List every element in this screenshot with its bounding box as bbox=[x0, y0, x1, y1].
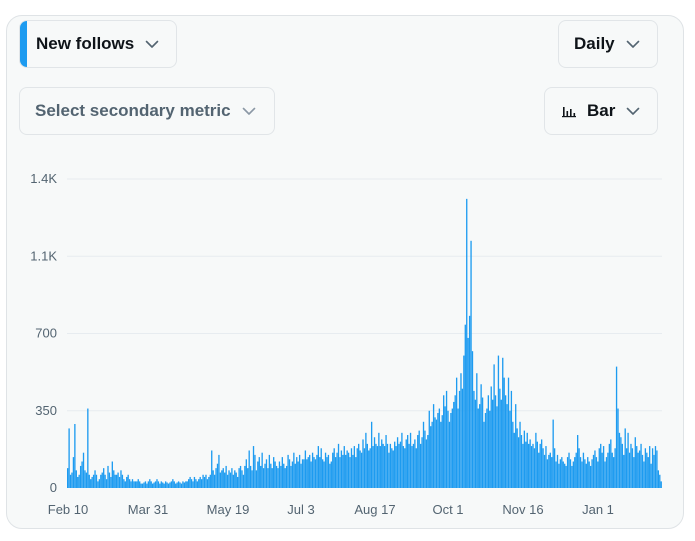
secondary-metric-dropdown[interactable]: Select secondary metric bbox=[19, 87, 275, 135]
interval-label: Daily bbox=[574, 34, 615, 53]
chart-type-label: Bar bbox=[587, 101, 616, 120]
secondary-metric-placeholder: Select secondary metric bbox=[35, 101, 231, 120]
chevron-down-icon bbox=[144, 36, 160, 52]
chevron-down-icon bbox=[625, 36, 641, 52]
chevron-down-icon bbox=[241, 103, 257, 119]
bar-chart-icon bbox=[561, 103, 577, 119]
primary-metric-accent-bar bbox=[20, 21, 27, 67]
chevron-down-icon bbox=[625, 103, 641, 119]
primary-metric-dropdown[interactable]: New follows bbox=[19, 20, 177, 68]
primary-metric-label: New follows bbox=[36, 34, 135, 53]
interval-dropdown[interactable]: Daily bbox=[558, 20, 658, 68]
chart-type-dropdown[interactable]: Bar bbox=[544, 87, 658, 135]
